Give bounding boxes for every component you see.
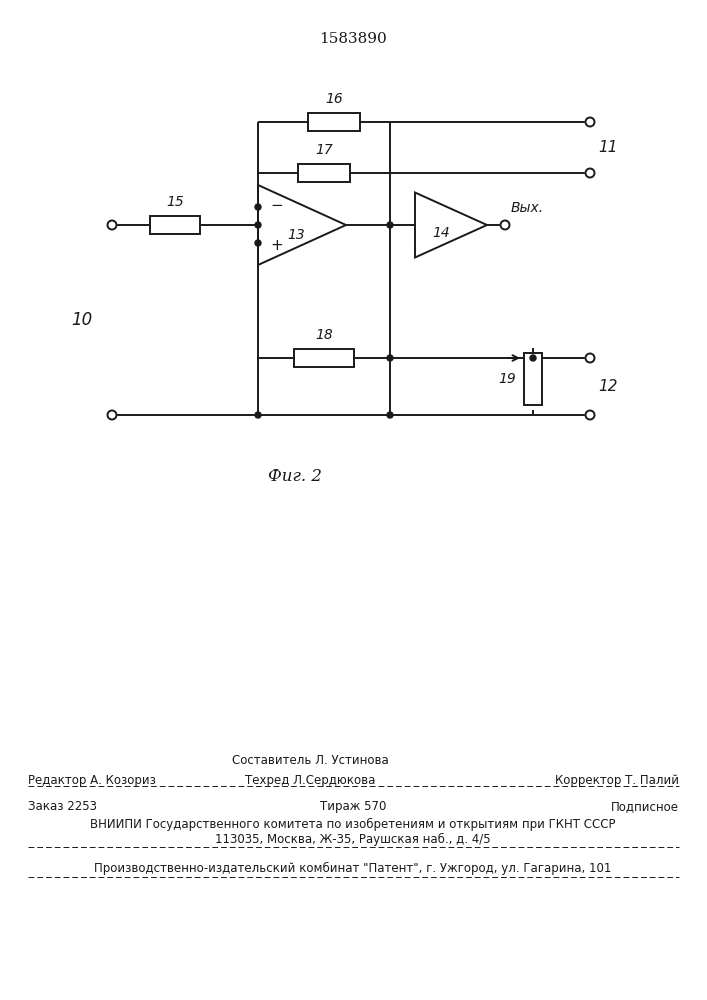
Text: Корректор Т. Палий: Корректор Т. Палий [555, 774, 679, 787]
Text: 113035, Москва, Ж-35, Раушская наб., д. 4/5: 113035, Москва, Ж-35, Раушская наб., д. … [215, 833, 491, 846]
Text: +: + [270, 237, 283, 252]
Circle shape [501, 221, 510, 230]
Text: 14: 14 [432, 226, 450, 240]
Bar [524, 353, 542, 405]
Text: Фиг. 2: Фиг. 2 [268, 468, 322, 485]
Circle shape [255, 240, 261, 246]
Bar [308, 113, 360, 131]
Bar [298, 164, 350, 182]
Bar [294, 349, 354, 367]
Circle shape [107, 221, 117, 230]
Text: Подписное: Подписное [611, 800, 679, 813]
Circle shape [387, 355, 393, 361]
Text: Техред Л.Сердюкова: Техред Л.Сердюкова [245, 774, 375, 787]
Text: Вых.: Вых. [511, 201, 544, 215]
Text: 12: 12 [598, 379, 617, 394]
Text: Составитель Л. Устинова: Составитель Л. Устинова [232, 754, 388, 767]
Text: 13: 13 [287, 228, 305, 242]
Circle shape [585, 354, 595, 362]
Text: Заказ 2253: Заказ 2253 [28, 800, 97, 813]
Text: 1583890: 1583890 [319, 32, 387, 46]
Circle shape [255, 222, 261, 228]
Text: 11: 11 [598, 140, 617, 155]
Text: 15: 15 [166, 195, 184, 209]
Text: 16: 16 [325, 92, 343, 106]
Circle shape [387, 222, 393, 228]
Circle shape [585, 410, 595, 420]
Bar [150, 216, 200, 234]
Text: 18: 18 [315, 328, 333, 342]
Text: 10: 10 [71, 311, 93, 329]
Circle shape [387, 412, 393, 418]
Circle shape [585, 117, 595, 126]
Circle shape [255, 412, 261, 418]
Text: 17: 17 [315, 143, 333, 157]
Text: ВНИИПИ Государственного комитета по изобретениям и открытиям при ГКНТ СССР: ВНИИПИ Государственного комитета по изоб… [90, 818, 616, 831]
Circle shape [255, 204, 261, 210]
Text: 19: 19 [498, 372, 516, 386]
Text: Редактор А. Козориз: Редактор А. Козориз [28, 774, 156, 787]
Circle shape [530, 355, 536, 361]
Text: Производственно-издательский комбинат "Патент", г. Ужгород, ул. Гагарина, 101: Производственно-издательский комбинат "П… [94, 862, 612, 875]
Text: −: − [270, 198, 283, 213]
Circle shape [107, 410, 117, 420]
Text: Тираж 570: Тираж 570 [320, 800, 386, 813]
Circle shape [585, 168, 595, 178]
